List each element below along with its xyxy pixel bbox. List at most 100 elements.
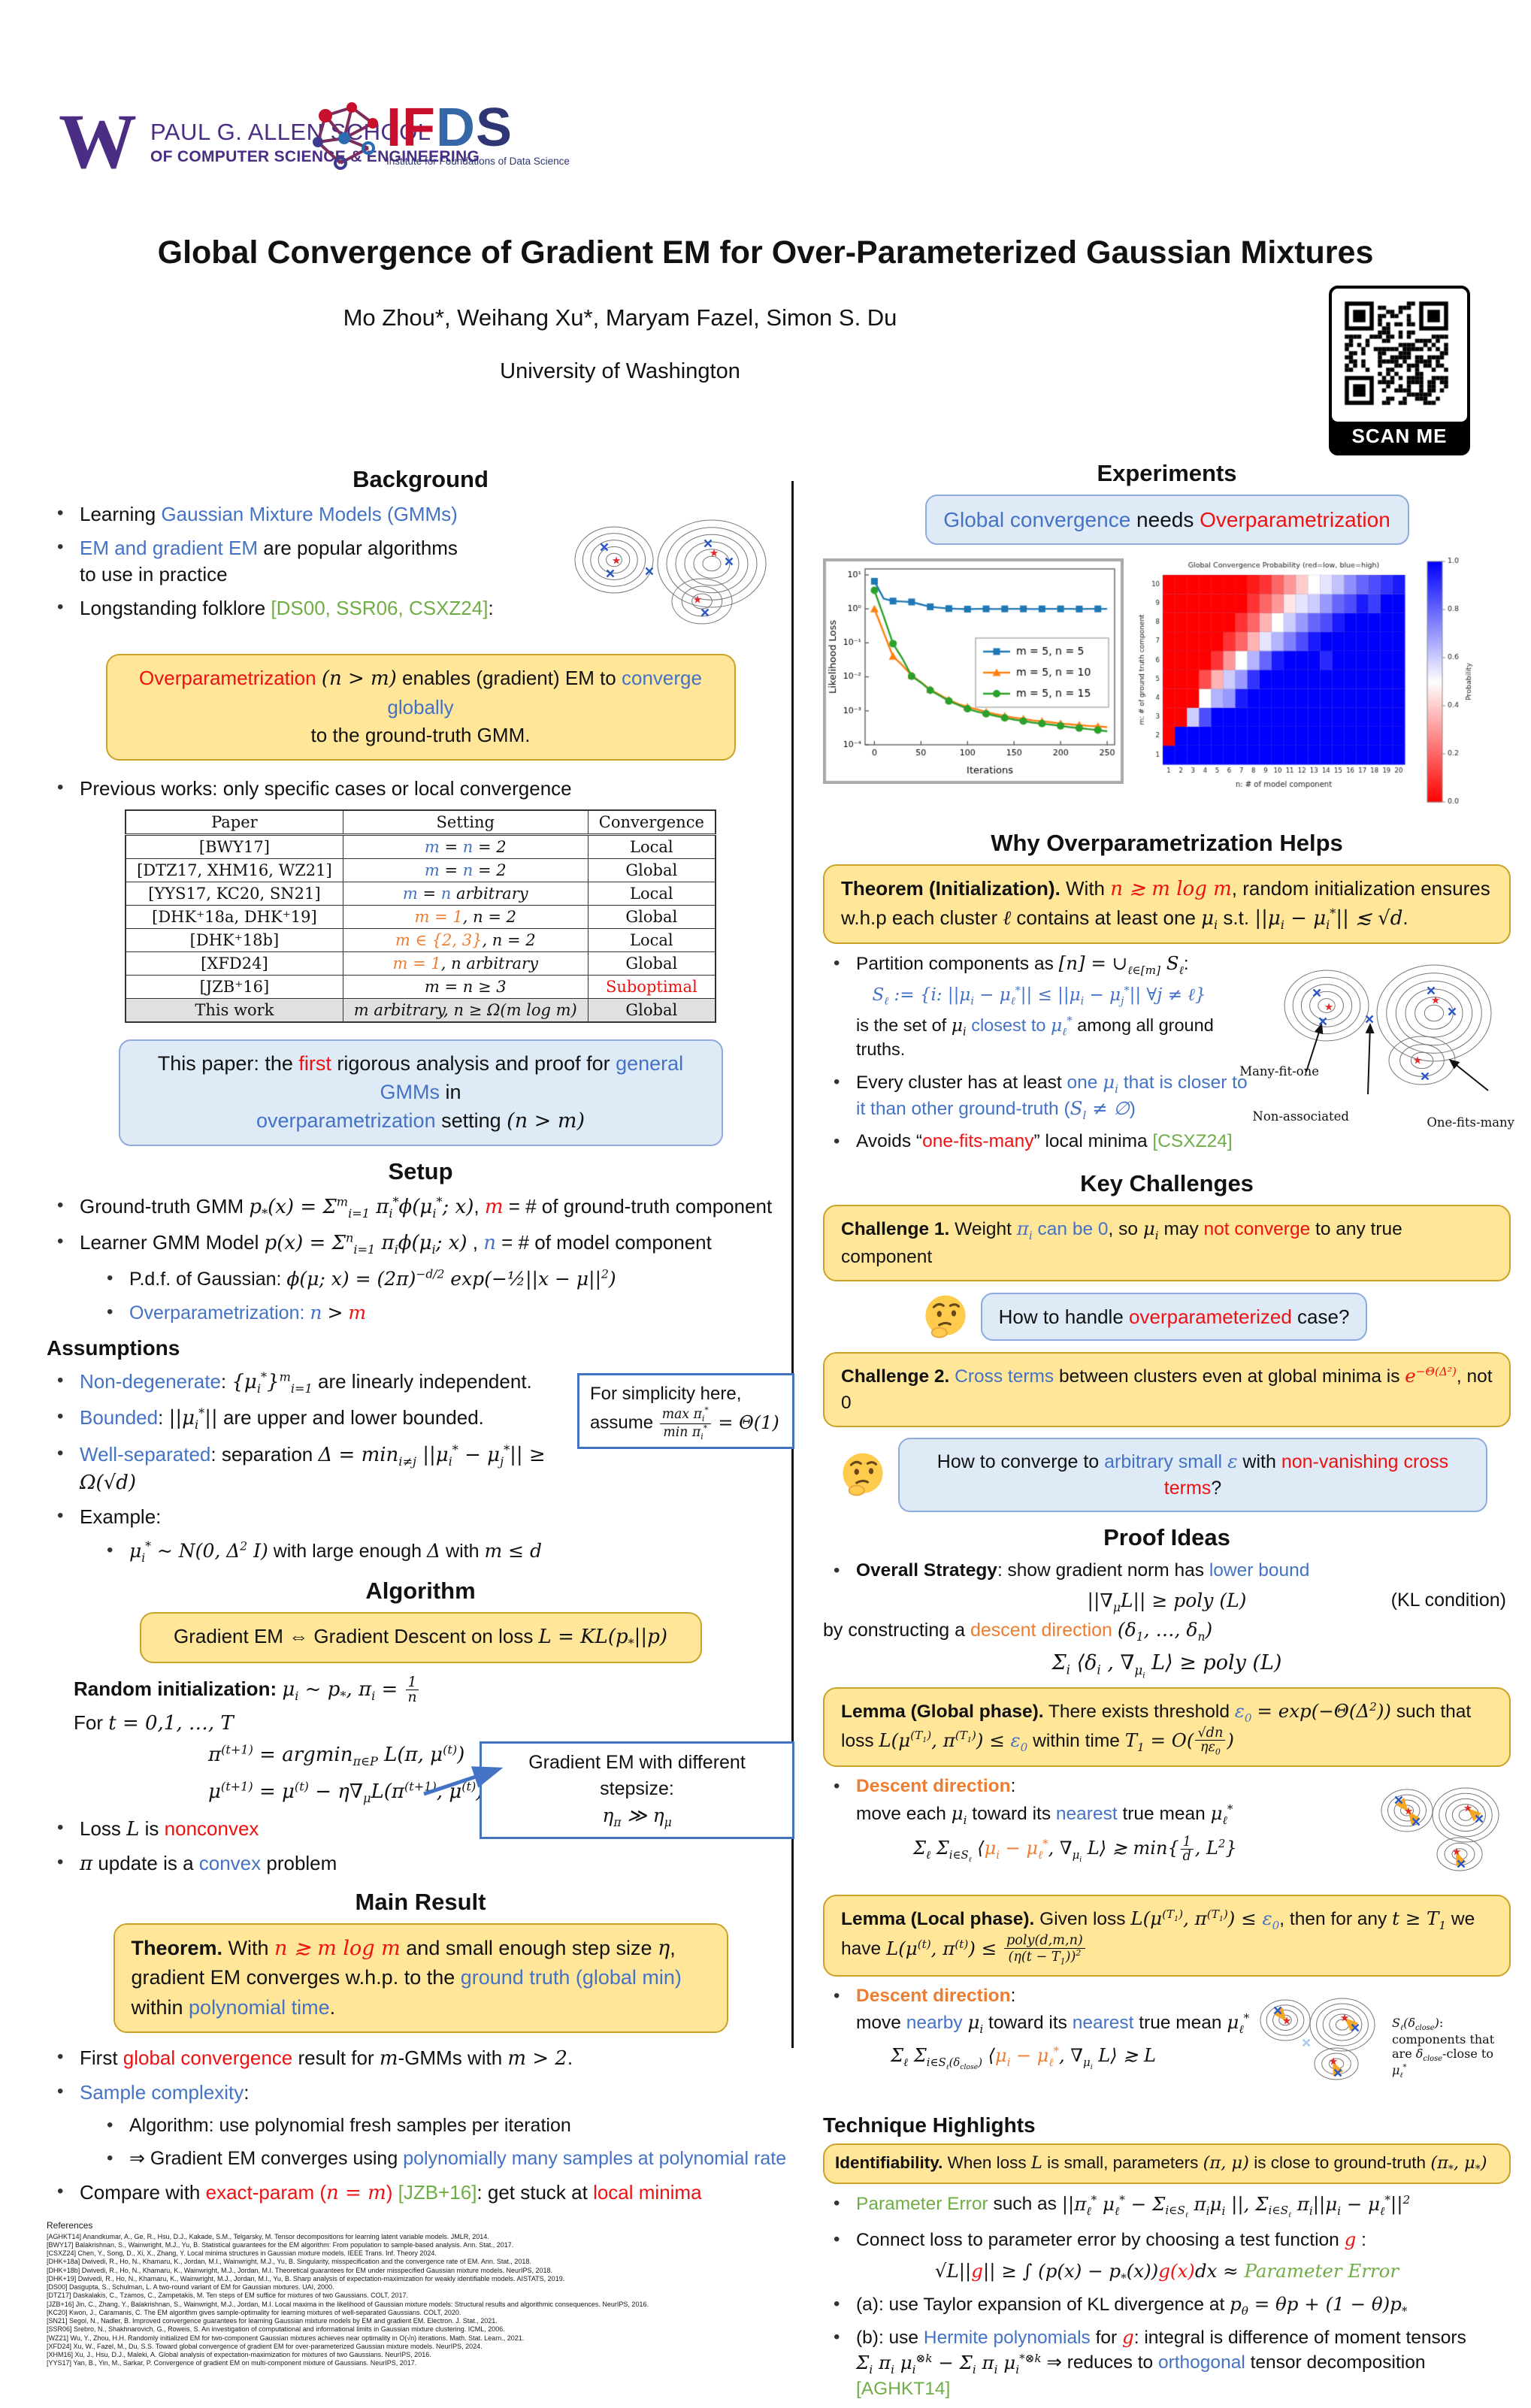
- reference-item: [SSR06] Srebro, N., Shakhnarovich, G., R…: [47, 2325, 505, 2334]
- one-fits-many-label: One-fits-many: [1427, 1115, 1514, 1130]
- table-cell: [XFD24]: [125, 951, 343, 976]
- initialization-contour-figure: ★ ★ ★: [1263, 951, 1511, 1113]
- heatmap-colorbar: [1421, 554, 1474, 814]
- table-header: Setting: [342, 809, 588, 836]
- ifds-network-icon: [307, 96, 382, 173]
- table-cell: [DHK⁺18a, DHK⁺19]: [125, 905, 343, 930]
- reference-item: [CSXZ24] Chen, Y., Song, D., Xi, X., Zha…: [47, 2249, 437, 2258]
- reference-item: [XHM16] Xu, J., Hsu, D.J., Maleki, A. Gl…: [47, 2351, 431, 2359]
- lemma-local-box: Lemma (Local phase). Given loss L(μ(T1),…: [823, 1895, 1511, 1977]
- why-section: Partition components as [n] = ∪ℓ∈[m] Sℓ:…: [823, 951, 1514, 1158]
- question1-box: How to handle overparameterized case?: [981, 1292, 1367, 1342]
- gradient-em-box: Gradient EM ⇔ Gradient Descent on loss L…: [139, 1612, 702, 1663]
- reference-item: [JZB+16] Jin, C., Zhang, Y., Balakrishna…: [47, 2300, 649, 2308]
- table-cell: Local: [587, 834, 716, 860]
- bullet-item: First global convergence result for m-GM…: [47, 2045, 794, 2071]
- reference-item: [XFD24] Xu, W., Fazel, M., Du, S.S. Towa…: [47, 2342, 483, 2350]
- table-cell: m = n = 2: [342, 834, 588, 860]
- every-cluster-bullet: Every cluster has at least one μi that i…: [823, 1070, 1255, 1123]
- bullet-item: Example:: [47, 1504, 794, 1529]
- bullet-item: Loss L is nonconvex: [47, 1816, 794, 1842]
- poster-root: { "header": { "uw_w": "W", "uw_line1": "…: [0, 0, 1531, 2164]
- for-loop-line: For t = 0,1, …, T: [74, 1711, 234, 1735]
- table-row: This work m arbitrary, n ≥ Ω(m log m) Glob…: [125, 998, 716, 1023]
- table-cell: [YYS17, KC20, SN21]: [125, 882, 343, 906]
- overall-strategy-bullet: Overall Strategy: show gradient norm has…: [823, 1559, 1511, 1583]
- svg-text:★: ★: [1404, 1805, 1414, 1817]
- reference-item: [AGHKT14] Anandkumar, A., Ge, R., Hsu, D…: [47, 2232, 489, 2240]
- uw-school-name: PAUL G. ALLEN SCHOOL: [150, 118, 431, 145]
- setup-bullets: Ground-truth GMM p*(x) = Σmi=1 πi*ϕ(μi*;…: [47, 1193, 794, 1326]
- authors: Mo Zhou*, Weihang Xu*, Maryam Fazel, Sim…: [343, 304, 897, 331]
- pi-update-eq: π(t+1) = argminπ∈P L(π, μ(t)): [208, 1742, 465, 1768]
- thinking-emoji: [838, 1450, 888, 1499]
- bullet-item: EM and gradient EM are popular algorithm…: [47, 535, 531, 587]
- reference-item: [WZ21] Wu, Y., Zhou, H.H. Randomly initi…: [47, 2334, 525, 2342]
- dd2-text: move nearby μi toward its nearest true m…: [856, 2011, 1250, 2037]
- svg-text:★: ★: [710, 547, 719, 559]
- setup-heading: Setup: [388, 1157, 453, 1184]
- reference-item: [YYS17] Yan, B., Yin, M., Sarkar, P. Con…: [47, 2359, 417, 2367]
- this-paper-box: This paper: the first rigorous analysis …: [118, 1039, 723, 1146]
- algorithm-bullets: Loss L is nonconvex π update is a convex …: [47, 1816, 794, 1877]
- previous-works-bullet: Previous works: only specific cases or l…: [47, 776, 794, 801]
- experiment-plots: [823, 554, 1511, 818]
- bullet-item: Ground-truth GMM p*(x) = Σmi=1 πi*ϕ(μi*;…: [47, 1193, 794, 1221]
- gradient-lower-bound-eq: ||∇μL|| ≥ poly (L): [1087, 1590, 1247, 1615]
- table-cell: Global: [587, 905, 716, 930]
- simplicity-note-box: For simplicity here, assume max πi* min πi…: [577, 1372, 794, 1450]
- non-associated-label: Non-associated: [1252, 1109, 1349, 1124]
- bullet-item: P.d.f. of Gaussian: ϕ(μ; x) = (2π)−d/2 e…: [96, 1266, 794, 1292]
- left-column: Background Learning Gaussian Mixture Mod…: [47, 454, 794, 2368]
- partition-bullet: Partition components as [n] = ∪ℓ∈[m] Sℓ:: [823, 951, 1255, 978]
- table-cell: Local: [587, 882, 716, 906]
- cluster-set-eq: Sℓ := {i: ||μi − μℓ*|| ≤ ||μi − μj*|| ∀j…: [872, 985, 1206, 1008]
- bullet-item: Compare with exact-param (n = m) [JZB+16…: [47, 2180, 794, 2206]
- bullet-item: Overparametrization: n > m: [96, 1300, 794, 1326]
- reference-item: [SN21] Segol, N., Nadler, B. Improved co…: [47, 2317, 498, 2325]
- svg-text:★: ★: [693, 594, 703, 606]
- bullet-item: Non-degenerate: {μi*}mi=1 are linearly i…: [47, 1369, 573, 1396]
- proof-ideas-heading: Proof Ideas: [1103, 1523, 1230, 1550]
- table-header: Paper: [125, 809, 343, 836]
- assumptions-heading: Assumptions: [47, 1336, 180, 1360]
- uw-w-icon: W: [59, 98, 137, 185]
- bullet-item: Learning Gaussian Mixture Models (GMMs): [47, 501, 531, 527]
- reference-item: [DHK+18a] Dwivedi, R., Ho, N., Khamaru, …: [47, 2258, 531, 2266]
- bullet-item: (b): use Hermite polynomials for g: inte…: [823, 2325, 1511, 2401]
- challenge1-box: Challenge 1. Weight πi can be 0, so μi m…: [823, 1205, 1511, 1281]
- references-heading: References: [47, 2219, 93, 2231]
- bullet-item: Bounded: ||μi*|| are upper and lower bou…: [47, 1405, 573, 1432]
- svg-text:★: ★: [1452, 1846, 1462, 1858]
- table-row: [DHK⁺18b] m ∈ {2, 3}, n = 2 Local: [125, 928, 716, 953]
- algorithm-heading: Algorithm: [365, 1578, 476, 1605]
- background-section: Learning Gaussian Mixture Models (GMMs) E…: [47, 501, 794, 648]
- gmm-contour-figure: ★ ★ ★: [558, 515, 791, 635]
- svg-text:★: ★: [1340, 2011, 1350, 2023]
- background-heading: Background: [352, 466, 489, 492]
- table-cell: m = 1, n arbitrary: [342, 951, 588, 976]
- descent-sum-eq: Σi ⟨δi , ∇μi L⟩ ≥ poly (L): [1051, 1651, 1282, 1680]
- mu-update-eq: μ(t+1) = μ(t) − η∇μL(π(t+1), μ(t)): [208, 1778, 483, 1805]
- qr-code-block: SCAN ME: [1329, 286, 1470, 455]
- table-cell: Global: [587, 858, 716, 883]
- table-row: [YYS17, KC20, SN21] m = n arbitrary Local: [125, 882, 716, 906]
- svg-text:★: ★: [1431, 994, 1441, 1006]
- svg-text:★: ★: [1282, 2014, 1292, 2026]
- svg-text:★: ★: [1324, 1001, 1334, 1013]
- ifds-subtitle: Institute for Foundations of Data Scienc…: [386, 155, 570, 167]
- lemma-global-box: Lemma (Global phase). There exists thres…: [823, 1687, 1511, 1768]
- table-row: [DTZ17, XHM16, WZ21] m = n = 2 Global: [125, 858, 716, 883]
- table-cell: m ∈ {2, 3}, n = 2: [342, 928, 588, 953]
- background-bullets: Learning Gaussian Mixture Models (GMMs) E…: [47, 501, 531, 621]
- descent-direction-2: Descent direction: move nearby μi toward…: [823, 1984, 1511, 2103]
- table-cell: m = n = 2: [342, 858, 588, 883]
- cluster-set-desc: is the set of μi closest to μℓ* among al…: [856, 1014, 1214, 1059]
- table-cell: Local: [587, 928, 716, 953]
- kl-condition-label: (KL condition): [1390, 1590, 1506, 1611]
- bullet-item: Algorithm: use polynomial fresh samples …: [96, 2113, 794, 2138]
- svg-text:★: ★: [612, 555, 622, 567]
- main-result-bullets: First global convergence result for m-GM…: [47, 2045, 794, 2207]
